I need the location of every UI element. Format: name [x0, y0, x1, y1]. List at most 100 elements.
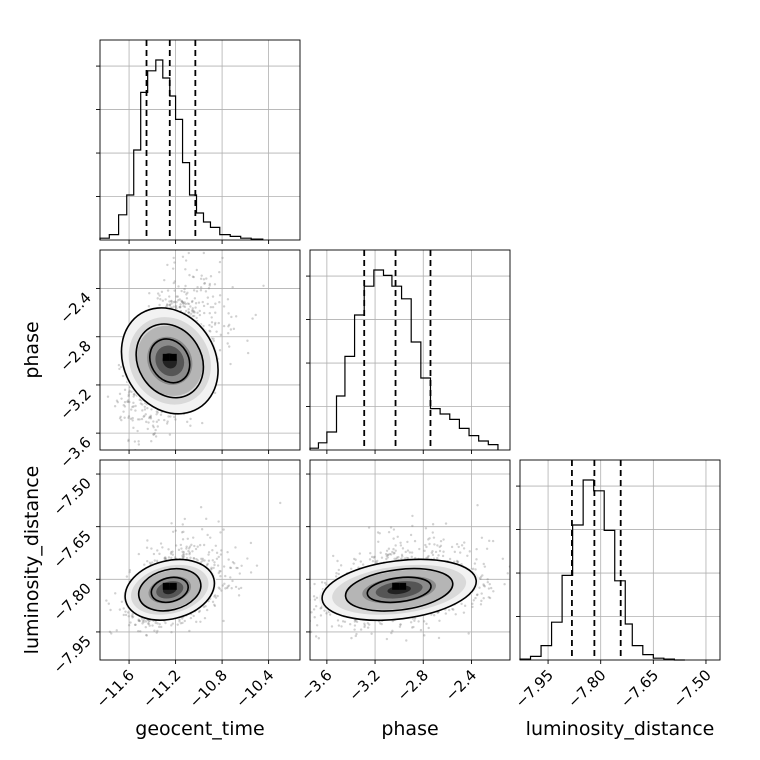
panel-geocent-time-vs-phase-scatter-point: [127, 416, 130, 420]
panel-geocent-time-vs-phase-scatter-point: [170, 299, 173, 303]
panel-geocent-time-vs-phase-scatter-point: [193, 297, 197, 300]
panel-geocent-time-vs-luminosity-distance-scatter-point: [226, 550, 229, 554]
panel-geocent-time-vs-luminosity-distance-contour-line: [150, 576, 190, 604]
panel-geocent-time-vs-phase-scatter-point: [127, 393, 131, 396]
panel-phase-vs-luminosity-distance-scatter-point: [337, 624, 341, 627]
panel-phase-vs-luminosity-distance-scatter-point: [471, 602, 474, 606]
panel-geocent-time-vs-luminosity-distance-scatter-point: [210, 566, 213, 570]
panel-geocent-time-vs-phase-scatter-point: [215, 330, 218, 333]
panel-phase-vs-luminosity-distance-scatter-point: [460, 544, 464, 547]
panel-geocent-time-vs-luminosity-distance-scatter-point: [170, 551, 173, 554]
panel-geocent-time-vs-phase-scatter-point: [206, 296, 210, 299]
panel-geocent-time-vs-luminosity-distance-scatter-point: [231, 560, 235, 564]
panel-geocent-time-vs-luminosity-distance-scatter-point: [183, 619, 186, 623]
panel-phase-vs-luminosity-distance-scatter-point: [314, 604, 318, 608]
panel-geocent-time-vs-luminosity-distance-scatter-point: [211, 549, 214, 552]
panel-geocent-time-vs-luminosity-distance-scatter-point: [227, 584, 231, 587]
panel-geocent-time-vs-phase-scatter-point: [201, 421, 204, 425]
panel-phase-vs-luminosity-distance-scatter-point: [325, 612, 328, 615]
panel-geocent-time-vs-phase-scatter-point: [177, 285, 180, 288]
panel-geocent-time-vs-luminosity-distance-scatter-point: [224, 587, 227, 590]
panel-geocent-time-vs-luminosity-distance-scatter-point: [207, 551, 211, 554]
panel-geocent-time-vs-luminosity-distance-scatter-point: [151, 561, 154, 564]
panel-geocent-time-vs-luminosity-distance-scatter-point: [202, 543, 206, 547]
panel-phase-vs-luminosity-distance-scatter-point: [475, 547, 478, 551]
panel-geocent-time-vs-phase-scatter-point: [214, 321, 217, 325]
panel-phase-vs-luminosity-distance-xtick-label: −2.4: [442, 666, 480, 704]
panel-geocent-time-vs-phase-scatter-point: [152, 433, 155, 436]
panel-geocent-time-vs-phase-scatter-point: [186, 291, 189, 295]
panel-geocent-time-vs-phase-scatter-point: [185, 309, 188, 313]
panel-phase-vs-luminosity-distance-scatter-point: [483, 585, 486, 588]
panel-phase-vs-luminosity-distance-scatter-point: [305, 614, 307, 616]
panel-phase-vs-luminosity-distance-scatter-point: [313, 616, 316, 619]
panel-phase-vs-luminosity-distance-scatter-point: [426, 556, 430, 559]
hist-luminosity-distance-step-line: [519, 479, 685, 661]
panel-geocent-time-vs-luminosity-distance-scatter-point: [137, 552, 141, 556]
panel-geocent-time-vs-luminosity-distance-scatter-point: [114, 592, 117, 595]
panel-geocent-time-vs-phase-scatter-point: [117, 363, 121, 367]
panel-geocent-time-vs-phase-scatter-point: [140, 417, 144, 421]
panel-geocent-time-vs-phase-scatter-point: [149, 414, 153, 418]
panel-geocent-time-vs-luminosity-distance-scatter-point: [157, 625, 161, 629]
panel-geocent-time-vs-luminosity-distance-scatter-point: [211, 559, 215, 562]
panel-geocent-time-vs-phase-scatter-point: [189, 243, 191, 245]
panel-geocent-time-vs-luminosity-distance-scatter-point: [181, 554, 184, 558]
panel-geocent-time-vs-luminosity-distance-scatter-point: [238, 572, 242, 575]
panel-geocent-time-vs-phase-scatter-point: [208, 329, 211, 332]
panel-phase-vs-luminosity-distance-scatter-point: [474, 596, 477, 600]
panel-phase-vs-luminosity-distance-scatter-point: [315, 596, 319, 599]
panel-geocent-time-vs-luminosity-distance-scatter-point: [142, 618, 146, 622]
panel-geocent-time-vs-phase-scatter-point: [209, 330, 212, 333]
hist-phase-step-line: [309, 269, 499, 450]
panel-geocent-time-vs-phase-scatter-point: [229, 328, 233, 331]
panel-phase-vs-luminosity-distance-scatter-point: [400, 557, 403, 560]
panel-phase-vs-luminosity-distance-scatter-point: [462, 547, 466, 550]
panel-geocent-time-vs-luminosity-distance-scatter-point: [130, 614, 134, 618]
panel-geocent-time-vs-phase-scatter-point: [184, 302, 187, 306]
panel-geocent-time-vs-phase-scatter-point: [133, 393, 136, 396]
panel-geocent-time-vs-luminosity-distance-scatter-point: [205, 517, 208, 521]
panel-phase-vs-luminosity-distance-scatter-point: [391, 629, 394, 633]
panel-phase-vs-luminosity-distance-scatter-point: [323, 609, 326, 612]
panel-geocent-time-vs-luminosity-distance-scatter-point: [137, 629, 140, 633]
panel-geocent-time-vs-phase-scatter-point: [210, 321, 214, 324]
hist-geocent-time-step-line: [99, 59, 264, 240]
panel-geocent-time-vs-phase-scatter-point: [168, 300, 171, 303]
panel-phase-vs-luminosity-distance-scatter-point: [336, 619, 340, 622]
panel-phase-vs-luminosity-distance-xtick-label: −3.2: [345, 666, 383, 704]
panel-geocent-time-vs-phase-scatter-point: [222, 305, 226, 308]
panel-phase-vs-luminosity-distance-scatter-point: [436, 544, 439, 547]
panel-phase-vs-luminosity-distance-scatter-point: [313, 598, 317, 601]
panel-geocent-time-vs-luminosity-distance-scatter-point: [164, 621, 167, 625]
panel-geocent-time-vs-luminosity-distance-scatter-point: [249, 541, 253, 545]
panel-geocent-time-vs-phase-scatter-point: [254, 313, 257, 317]
panel-phase-vs-luminosity-distance-scatter-point: [487, 587, 491, 590]
hist-geocent-time-background: [100, 40, 300, 240]
panel-geocent-time-vs-luminosity-distance-scatter-point: [155, 631, 158, 634]
panel-phase-vs-luminosity-distance-scatter-point: [411, 514, 414, 518]
panel-geocent-time-vs-phase-scatter-point: [190, 300, 194, 304]
panel-geocent-time-vs-phase-scatter-point: [123, 400, 127, 404]
panel-phase-vs-luminosity-distance-scatter-point: [517, 597, 519, 599]
panel-geocent-time-vs-luminosity-distance-scatter-point: [200, 528, 204, 531]
panel-phase-vs-luminosity-distance-content: [305, 504, 519, 642]
panel-geocent-time-vs-luminosity-distance-scatter-point: [148, 619, 151, 622]
panel-geocent-time-vs-luminosity-distance-scatter-point: [207, 559, 211, 562]
panel-phase-vs-luminosity-distance-scatter-point: [431, 553, 435, 557]
panel-geocent-time-vs-luminosity-distance-scatter-point: [171, 530, 175, 533]
panel-phase-vs-luminosity-distance-scatter-point: [413, 617, 417, 620]
panel-geocent-time-vs-phase-scatter-point: [160, 290, 164, 294]
panel-geocent-time-vs-luminosity-distance-scatter-point: [174, 544, 178, 547]
panel-geocent-time-vs-phase-scatter-point: [192, 289, 196, 292]
panel-geocent-time-vs-luminosity-distance-density-peak-cell: [162, 582, 170, 590]
panel-geocent-time-vs-phase-scatter-point: [179, 303, 182, 306]
panel-geocent-time-vs-phase-scatter-point: [173, 280, 176, 283]
panel-geocent-time-vs-phase-scatter-point: [255, 244, 257, 246]
panel-geocent-time-vs-phase-scatter-point: [146, 406, 149, 410]
panel-geocent-time-vs-luminosity-distance-density-peak-cell: [169, 582, 177, 590]
panel-phase-vs-luminosity-distance-scatter-point: [487, 596, 490, 599]
panel-geocent-time-vs-phase-scatter-point: [156, 292, 160, 295]
panel-geocent-time-vs-phase-scatter-point: [120, 397, 123, 400]
